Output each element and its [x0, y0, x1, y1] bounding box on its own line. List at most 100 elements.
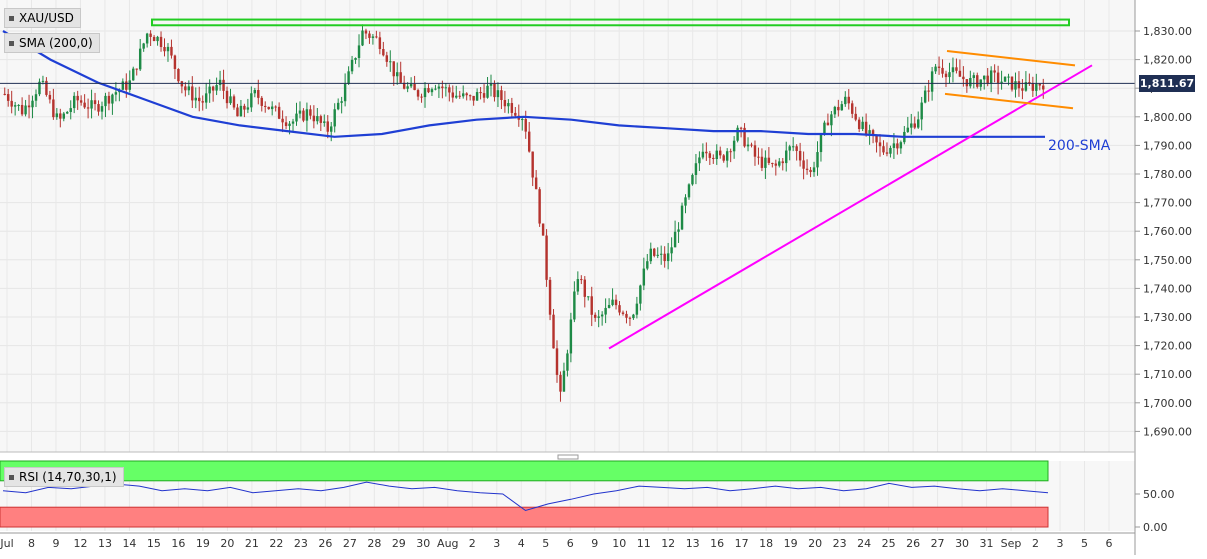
candle-body: [420, 96, 423, 98]
candle-body: [996, 72, 1000, 84]
candle-body: [13, 105, 17, 107]
candle-body: [941, 67, 944, 74]
y-tick-label: 1,740.00: [1143, 282, 1192, 295]
candle-body: [944, 73, 948, 78]
candle-body: [142, 43, 145, 49]
candle-body: [983, 75, 986, 80]
candle-body: [569, 319, 573, 354]
candle-body: [458, 95, 461, 97]
candle-body: [475, 92, 479, 101]
candle-body: [816, 152, 819, 168]
sma-legend[interactable]: SMA (200,0): [4, 33, 100, 53]
candle-body: [295, 113, 298, 122]
y-tick-label: 1,730.00: [1143, 311, 1192, 324]
candle-body: [72, 95, 76, 109]
candle-body: [725, 151, 729, 161]
candle-body: [937, 66, 941, 68]
x-tick-label: 6: [567, 537, 574, 550]
candle-body: [976, 75, 979, 87]
candle-body: [204, 93, 208, 103]
candle-body: [663, 253, 666, 262]
candle-body: [805, 168, 809, 170]
candle-body: [111, 94, 114, 104]
candle-body: [694, 163, 698, 175]
candle-body: [145, 33, 149, 44]
candle-body: [1007, 76, 1010, 78]
rsi-legend[interactable]: RSI (14,70,30,1): [4, 467, 124, 487]
candle-body: [545, 235, 548, 280]
candle-body: [538, 189, 541, 224]
rsi-overbought-zone: [0, 460, 1049, 482]
candle-body: [375, 36, 378, 38]
candle-body: [541, 223, 545, 236]
candle-body: [955, 67, 958, 71]
candle-body: [618, 305, 621, 313]
candle-body: [83, 102, 86, 108]
candle-body: [385, 55, 389, 62]
candle-body: [625, 313, 628, 318]
x-tick-label: 22: [269, 537, 283, 550]
candle-body: [208, 86, 211, 94]
x-tick-label: 2: [469, 537, 476, 550]
candle-body: [330, 126, 333, 132]
y-tick-label: 1,820.00: [1143, 54, 1192, 67]
candle-body: [399, 72, 402, 83]
candle-body: [465, 93, 468, 96]
candle-body: [753, 145, 757, 157]
candle-body: [736, 127, 739, 141]
x-tick-label: 19: [196, 537, 210, 550]
candle-body: [587, 296, 590, 298]
candle-body: [52, 99, 55, 118]
candle-body: [614, 299, 618, 306]
candle-body: [659, 253, 663, 255]
candle-body: [593, 314, 597, 318]
candle-body: [503, 99, 507, 107]
candle-body: [611, 299, 614, 305]
candle-body: [389, 61, 392, 63]
y-tick-label: 1,770.00: [1143, 197, 1192, 210]
candle-body: [691, 174, 694, 185]
candle-body: [93, 100, 97, 105]
candle-body: [875, 135, 878, 143]
candle-body: [163, 47, 166, 52]
x-tick-label: Jul: [0, 537, 14, 550]
candle-body: [409, 84, 413, 87]
candle-body: [590, 296, 593, 315]
candle-body: [600, 314, 604, 317]
candle-body: [1035, 84, 1038, 91]
candle-body: [31, 100, 34, 108]
candle-body: [607, 304, 611, 308]
x-tick-label: 3: [1057, 537, 1064, 550]
candle-body: [778, 161, 781, 166]
symbol-legend[interactable]: XAU/USD: [4, 8, 81, 28]
x-tick-label: 18: [759, 537, 773, 550]
main-grid: [0, 0, 1135, 531]
candle-body: [712, 157, 715, 160]
candle-body: [566, 353, 569, 371]
candle-body: [785, 150, 788, 164]
candle-body: [323, 121, 326, 123]
candle-body: [632, 314, 635, 319]
candle-body: [243, 105, 246, 110]
x-tick-label: 27: [931, 537, 945, 550]
x-tick-label: 26: [906, 537, 920, 550]
x-tick-label: 17: [735, 537, 749, 550]
candle-body: [527, 131, 531, 152]
candle-body: [986, 75, 989, 84]
candle-body: [149, 33, 152, 37]
candle-body: [264, 105, 267, 107]
y-tick-label: 1,760.00: [1143, 225, 1192, 238]
y-tick-label: 1,800.00: [1143, 111, 1192, 124]
candle-body: [861, 121, 864, 130]
y-tick-label: 1,750.00: [1143, 254, 1192, 267]
candle-body: [132, 68, 135, 81]
candle-body: [899, 142, 903, 149]
pane-resize-handle: [557, 454, 579, 460]
candle-body: [215, 85, 218, 91]
candle-body: [910, 123, 913, 128]
candle-body: [489, 83, 493, 86]
sma-annotation: 200-SMA: [1048, 138, 1111, 154]
candle-body: [232, 96, 236, 108]
candle-body: [392, 61, 395, 77]
